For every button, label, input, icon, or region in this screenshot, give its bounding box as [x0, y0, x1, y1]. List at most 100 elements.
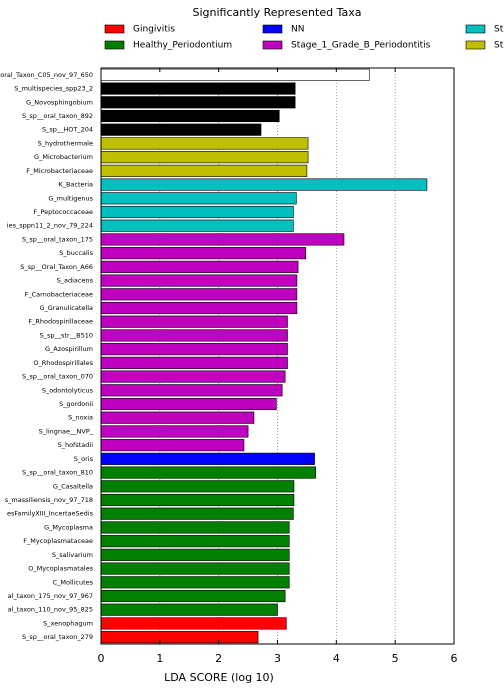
- bar: [100, 466, 317, 479]
- bar: [100, 576, 290, 589]
- y-tick-label: al_taxon_175_nov_97_967: [8, 592, 93, 600]
- x-tick-label: 0: [98, 652, 105, 665]
- bar: [100, 219, 294, 232]
- y-tick-label: S_hofstadii: [58, 441, 94, 449]
- y-tick-label: S_buccalis: [59, 249, 93, 257]
- bar: [100, 493, 295, 507]
- bar: [100, 260, 299, 273]
- y-tick-label: S_salivarium: [52, 551, 93, 559]
- legend-swatch: [104, 40, 125, 50]
- bar: [100, 425, 249, 438]
- bar: [100, 178, 428, 191]
- y-tick-label: S_adiacens: [57, 277, 94, 285]
- y-tick-label: esFamilyXIII_IncertaeSedis: [7, 510, 94, 518]
- y-tick-label: S_sp__oral_taxon_279: [22, 633, 93, 641]
- bar: [100, 535, 290, 548]
- y-tick-label: S_sp__str__B510: [40, 331, 93, 339]
- bar: [100, 356, 288, 369]
- bar: [100, 480, 295, 493]
- y-tick-label: S_hydrothermale: [38, 139, 93, 147]
- bar: [100, 370, 286, 383]
- bar: [100, 548, 290, 561]
- y-tick-label: S_sp__oral_taxon_892: [22, 112, 93, 120]
- y-tick-label: K_Bacteria: [58, 181, 93, 189]
- y-tick-label: G_Casaltella: [53, 482, 93, 490]
- x-axis-label: LDA SCORE (log 10): [164, 671, 274, 684]
- x-tick-label: 5: [392, 652, 399, 665]
- bar: [100, 233, 345, 246]
- bar: [100, 109, 280, 123]
- bar: [100, 137, 309, 150]
- y-tick-label: S_oris: [74, 455, 94, 463]
- x-tick-label: 6: [451, 652, 458, 665]
- bar: [100, 439, 245, 452]
- y-tick-label: G_multigenus: [48, 194, 93, 202]
- bar: [100, 288, 298, 301]
- y-tick-label: S_sp__HOT_204: [42, 126, 93, 134]
- x-tick-label: 2: [215, 652, 222, 665]
- y-tick-label: F_Rhodospirillaceae: [28, 318, 93, 326]
- x-tick-label: 4: [333, 652, 340, 665]
- bar: [100, 164, 308, 177]
- y-tick-label: s_massiliensis_nov_97_718: [5, 496, 93, 504]
- y-tick-label: oral_Taxon_C05_nov_97_650: [0, 71, 93, 79]
- y-tick-label: ies_sppn11_2_nov_79_224: [7, 222, 93, 230]
- legend-swatch: [262, 40, 283, 50]
- bar: [100, 631, 259, 644]
- y-tick-label: F_Microbacteriaceae: [26, 167, 93, 175]
- chart-title: Significantly Represented Taxa: [193, 6, 362, 19]
- y-tick-label: G_Mycoplasma: [44, 523, 93, 531]
- y-tick-label: G_Azospirillum: [45, 345, 93, 353]
- y-tick-label: F_Carnobacteriaceae: [25, 290, 93, 298]
- bar: [100, 274, 298, 287]
- y-tick-label: S_sp__Oral_Taxon_A66: [20, 263, 93, 271]
- bar: [100, 82, 296, 95]
- y-tick-label: al_taxon_110_nov_95_825: [8, 606, 93, 614]
- bar: [100, 589, 286, 603]
- bar: [100, 603, 278, 616]
- y-tick-label: O_Rhodospirillales: [33, 359, 93, 367]
- y-tick-label: S_sp__oral_taxon_070: [22, 373, 93, 381]
- legend-label: Gingivitis: [133, 25, 175, 35]
- y-tick-label: O_Mycoplasmatales: [28, 565, 93, 573]
- legend-swatch: [262, 24, 283, 34]
- y-tick-label: S_noxia: [68, 414, 93, 422]
- legend-swatch: [465, 40, 486, 50]
- bar: [100, 397, 277, 411]
- bar: [100, 96, 296, 109]
- bar: [100, 205, 294, 219]
- y-tick-label: S_gordonii: [59, 400, 93, 408]
- legend-label: St: [494, 25, 504, 35]
- y-tick-label: S_lingnae__NVP_: [39, 427, 94, 435]
- y-tick-label: G_Microbacterium: [34, 153, 93, 161]
- y-tick-label: S_sp__oral_taxon_175: [22, 235, 93, 243]
- legend-label: St: [494, 41, 504, 51]
- bar: [100, 384, 283, 397]
- y-tick-label: S_sp__oral_taxon_810: [22, 469, 93, 477]
- bar: [100, 301, 298, 315]
- y-tick-label: S_multispecies_spp23_2: [14, 85, 93, 93]
- bar: [100, 151, 309, 164]
- legend-label: Stage_1_Grade_B_Periodontitis: [291, 41, 431, 51]
- bar: [100, 617, 287, 630]
- bar: [100, 411, 255, 424]
- y-tick-label: S_odontolyticus: [42, 386, 94, 394]
- bar: [100, 123, 262, 136]
- bar: [100, 68, 370, 81]
- legend-label: Healthy_Periodontium: [133, 41, 232, 51]
- bar: [100, 521, 290, 534]
- bar: [100, 192, 297, 205]
- bar: [100, 315, 288, 328]
- y-tick-label: G_Novosphingobium: [26, 98, 93, 106]
- legend-swatch: [465, 24, 486, 34]
- bar: [100, 247, 307, 260]
- legend-label: NN: [291, 25, 304, 35]
- y-tick-label: G_Granulicatella: [39, 304, 93, 312]
- y-tick-label: S_xenophagum: [43, 619, 93, 627]
- bar: [100, 562, 290, 575]
- bar: [100, 343, 288, 356]
- bar: [100, 452, 315, 465]
- bar: [100, 329, 288, 342]
